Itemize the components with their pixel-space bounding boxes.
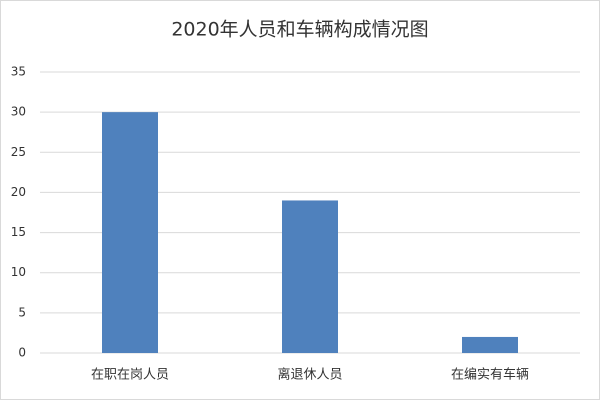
- y-tick-label: 0: [18, 346, 26, 360]
- chart-title: 2020年人员和车辆构成情况图: [171, 19, 428, 41]
- bar: [282, 200, 338, 353]
- bar: [102, 112, 158, 354]
- y-tick-label: 25: [11, 145, 26, 159]
- y-tick-label: 5: [18, 305, 26, 319]
- y-tick-label: 15: [11, 225, 26, 239]
- bar: [462, 336, 518, 353]
- x-tick-label: 离退休人员: [277, 367, 342, 383]
- x-tick-label: 在编实有车辆: [451, 367, 529, 383]
- y-tick-label: 10: [11, 265, 26, 279]
- y-tick-label: 35: [11, 65, 26, 79]
- y-tick-label: 20: [11, 185, 26, 199]
- y-tick-label: 30: [11, 105, 26, 119]
- x-tick-label: 在职在岗人员: [91, 368, 169, 383]
